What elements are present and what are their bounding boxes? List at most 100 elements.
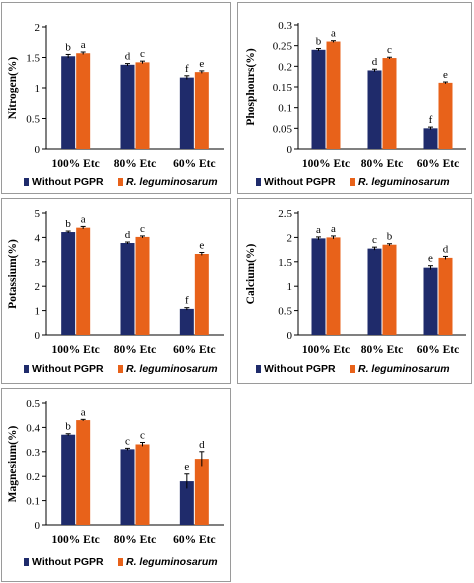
bar-without-pgpr — [311, 238, 326, 335]
significance-letter: a — [316, 224, 321, 236]
significance-letter: d — [443, 243, 449, 255]
bar-without-pgpr — [179, 308, 194, 335]
y-tick-label: 0.2 — [26, 471, 40, 483]
y-tick-label: 2 — [35, 281, 41, 293]
error-bar — [140, 60, 145, 64]
error-bar — [125, 63, 130, 67]
error-bar — [387, 56, 392, 59]
y-tick-label: 0 — [287, 144, 293, 156]
error-bar — [80, 418, 86, 421]
x-category-label: 60% Etc — [173, 344, 215, 356]
significance-letter: f — [185, 295, 189, 307]
bar-r-leguminosarum — [76, 53, 91, 150]
significance-letter: d — [199, 439, 205, 451]
y-axis-label: Calcium(%) — [245, 243, 257, 304]
error-bar — [372, 68, 377, 72]
legend-label: Without PGPR — [32, 363, 104, 375]
error-bar — [184, 307, 190, 311]
significance-letter: c — [140, 48, 145, 60]
y-tick-label: 1.5 — [278, 257, 292, 269]
error-bar — [443, 255, 448, 260]
y-tick-label: 4 — [35, 232, 41, 244]
bar-without-pgpr — [311, 49, 326, 149]
y-tick-label: 5 — [35, 208, 41, 220]
error-bar — [125, 447, 130, 451]
error-bar — [316, 236, 321, 240]
error-bar — [65, 230, 71, 234]
bar-without-pgpr — [61, 56, 76, 149]
legend-swatch — [350, 365, 355, 373]
y-tick-label: 1 — [35, 83, 41, 95]
error-bar — [65, 53, 71, 59]
x-category-label: 80% Etc — [361, 158, 403, 170]
y-tick-label: 0.4 — [26, 422, 40, 434]
legend-label: R. leguminosarum — [358, 363, 450, 375]
significance-letter: a — [81, 406, 86, 418]
bar-without-pgpr — [120, 64, 135, 149]
legend-swatch — [256, 365, 261, 373]
y-tick-label: 0 — [35, 520, 41, 532]
significance-letter: b — [387, 231, 393, 243]
bar-r-leguminosarum — [194, 459, 209, 525]
bar-r-leguminosarum — [76, 420, 91, 525]
y-tick-label: 1 — [287, 281, 293, 293]
bar-r-leguminosarum — [438, 82, 453, 149]
y-tick-label: 0.1 — [278, 103, 292, 115]
x-category-label: 100% Etc — [52, 158, 100, 170]
calcium-panel: 0 0.5 1 1.5 2 2.5 Calcium(%) a a 100% Etc c b 80% Et… — [237, 198, 472, 384]
y-tick-label: 0.5 — [278, 306, 292, 318]
error-bar — [372, 246, 377, 251]
bar-without-pgpr — [61, 232, 76, 335]
legend: Without PGPR R. leguminosarum — [24, 363, 218, 375]
significance-letter: e — [199, 240, 204, 252]
significance-letter: c — [140, 223, 145, 235]
error-bar — [184, 75, 190, 80]
error-bar — [331, 40, 336, 43]
bar-r-leguminosarum — [194, 253, 209, 335]
bar-without-pgpr — [120, 243, 135, 335]
legend: Without PGPR R. leguminosarum — [24, 556, 218, 568]
error-bar — [184, 473, 190, 489]
error-bar — [199, 252, 205, 256]
significance-letter: b — [65, 421, 71, 433]
calcium-chart: 0 0.5 1 1.5 2 2.5 Calcium(%) a a 100% Etc c b 80% Et… — [245, 208, 466, 375]
error-bar — [387, 243, 392, 246]
significance-letter: e — [184, 461, 189, 473]
significance-letter: f — [429, 114, 433, 126]
magnesium-chart: 0 0.1 0.2 0.3 0.4 0.5 Magnesium(%) ba 100% Etc c c… — [7, 398, 224, 568]
x-category-label: 80% Etc — [114, 158, 156, 170]
significance-letter: c — [372, 234, 377, 246]
bar-r-leguminosarum — [135, 236, 150, 335]
legend-label: R. leguminosarum — [126, 363, 218, 375]
y-tick-label: 0.1 — [26, 496, 40, 508]
y-tick-label: 0.3 — [278, 20, 292, 32]
legend-swatch — [24, 365, 29, 373]
phosphorus-panel: 0 0.05 0.1 0.15 0.2 0.25 0.3 Phosphours(%) b a 100… — [237, 2, 472, 194]
y-axis-label: Magnesium(%) — [7, 426, 19, 503]
error-bar — [316, 48, 321, 52]
legend-label: Without PGPR — [264, 176, 336, 188]
error-bar — [199, 451, 205, 467]
x-category-label: 100% Etc — [52, 534, 100, 546]
bar-without-pgpr — [367, 70, 382, 149]
error-bar — [140, 235, 145, 238]
bar-r-leguminosarum — [326, 237, 341, 335]
error-bar — [428, 265, 433, 270]
error-bar — [199, 70, 205, 74]
legend-swatch — [256, 178, 261, 186]
significance-letter: b — [316, 36, 322, 48]
significance-letter: d — [125, 229, 131, 241]
bar-r-leguminosarum — [382, 244, 397, 335]
x-category-label: 60% Etc — [173, 158, 215, 170]
bar-without-pgpr — [120, 449, 135, 525]
y-axis-label: Potassium(%) — [7, 239, 19, 309]
y-tick-label: 2 — [287, 232, 293, 244]
legend: Without PGPR R. leguminosarum — [256, 176, 450, 188]
bar-without-pgpr — [367, 248, 382, 335]
legend-label: R. leguminosarum — [126, 176, 218, 188]
legend-label: Without PGPR — [32, 556, 104, 568]
y-tick-label: 0.3 — [26, 447, 40, 459]
legend-swatch — [118, 558, 123, 566]
x-category-label: 60% Etc — [173, 534, 215, 546]
significance-letter: e — [443, 69, 448, 81]
